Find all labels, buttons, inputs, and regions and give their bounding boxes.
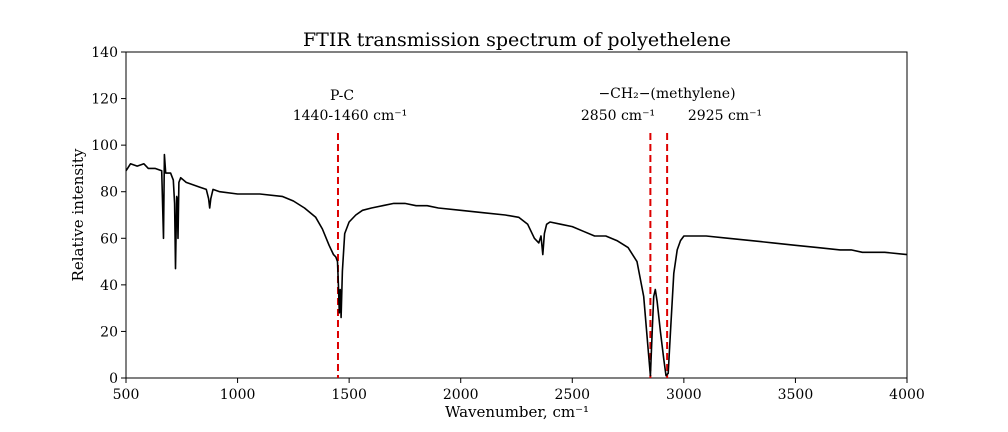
x-tick-label: 2000 xyxy=(443,387,479,403)
x-tick-label: 2500 xyxy=(554,387,590,403)
annotation-pc-range: 1440-1460 cm⁻¹ xyxy=(293,108,408,124)
reference-lines xyxy=(336,133,669,378)
plot-frame xyxy=(125,51,908,379)
y-tick-label: 80 xyxy=(100,185,118,201)
y-tick-label: 140 xyxy=(91,45,118,61)
annotation-methylene: −CH₂−(methylene) xyxy=(598,86,735,102)
y-tick-label: 0 xyxy=(109,371,118,387)
y-tick-label: 20 xyxy=(100,324,118,340)
x-tick-label: 3000 xyxy=(666,387,702,403)
x-tick-label: 3500 xyxy=(778,387,814,403)
spectrum-line xyxy=(125,153,908,377)
x-tick-label: 1500 xyxy=(331,387,367,403)
x-tick-label: 1000 xyxy=(220,387,256,403)
x-tick-label: 500 xyxy=(113,387,140,403)
y-tick-label: 100 xyxy=(91,138,118,154)
annotation-peak-2850: 2850 cm⁻¹ xyxy=(581,108,655,124)
axis-ticks: 500 1000 1500 2000 2500 3000 3500 4000 0 20 40 60 80… xyxy=(91,45,925,403)
annotation-peak-2925: 2925 cm⁻¹ xyxy=(688,108,762,124)
y-tick-label: 40 xyxy=(100,278,118,294)
annotation-pc-name: P-C xyxy=(330,88,354,104)
y-axis-label: Relative intensity xyxy=(69,148,87,281)
y-tick-label: 120 xyxy=(91,92,118,108)
chart-title: FTIR transmission spectrum of polyethele… xyxy=(303,29,731,51)
x-tick-label: 4000 xyxy=(889,387,925,403)
y-tick-label: 60 xyxy=(100,231,118,247)
x-axis-label: Wavenumber, cm⁻¹ xyxy=(445,403,589,421)
